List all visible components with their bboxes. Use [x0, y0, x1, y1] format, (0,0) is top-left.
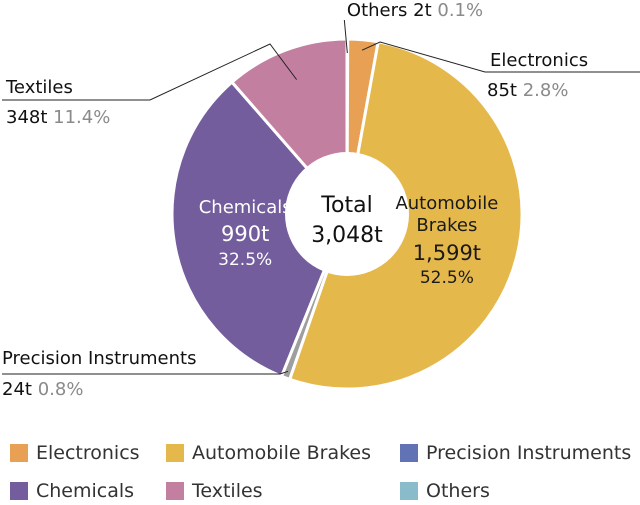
- legend-label-textiles: Textiles: [192, 480, 263, 502]
- callout-value-textiles: 348t: [6, 107, 47, 128]
- chart-legend: Electronics Automobile Brakes Precision In…: [0, 436, 640, 502]
- leader-line-electronics: [361, 41, 640, 73]
- legend-swatch-others: [400, 482, 418, 500]
- legend-item-chemicals: Chemicals: [10, 477, 134, 505]
- pie-slice-chemicals: [170, 80, 349, 378]
- legend-item-automobile-brakes: Automobile Brakes: [166, 439, 371, 467]
- callout-label-precision-instruments: Precision Instruments: [2, 348, 196, 369]
- callout-percent-electronics: 2.8%: [517, 80, 568, 101]
- legend-swatch-precision-instruments: [400, 444, 418, 462]
- leader-line-others: [343, 19, 348, 54]
- legend-swatch-textiles: [166, 482, 184, 500]
- legend-label-precision-instruments: Precision Instruments: [426, 442, 632, 464]
- legend-swatch-electronics: [10, 444, 28, 462]
- callout-value-electronics: 85t: [487, 80, 517, 101]
- legend-swatch-automobile-brakes: [166, 444, 184, 462]
- leader-line-precision-instruments: [2, 370, 289, 375]
- callout-label-others: Others: [347, 0, 408, 21]
- callout-values-electronics: 85t 2.8%: [487, 80, 568, 101]
- slice-label-automobile-brakes-line2: Brakes: [416, 215, 477, 236]
- slice-value-chemicals: 990t: [221, 222, 269, 246]
- center-total-title: Total: [320, 193, 372, 218]
- legend-item-precision-instruments: Precision Instruments: [400, 439, 631, 467]
- legend-item-electronics: Electronics: [10, 439, 140, 467]
- slice-label-chemicals: Chemicals: [199, 197, 292, 218]
- legend-item-textiles: Textiles: [166, 477, 263, 505]
- leader-line-textiles: [2, 43, 298, 101]
- callout-values-textiles: 348t 11.4%: [6, 107, 110, 128]
- legend-item-others: Others: [400, 477, 490, 505]
- callout-value-precision-instruments: 24t: [2, 379, 32, 400]
- legend-label-chemicals: Chemicals: [36, 480, 135, 502]
- slice-percent-chemicals: 32.5%: [218, 250, 272, 270]
- center-total-value: 3,048t: [311, 223, 383, 248]
- slice-percent-automobile-brakes: 52.5%: [420, 268, 474, 288]
- legend-label-electronics: Electronics: [36, 442, 140, 464]
- legend-swatch-chemicals: [10, 482, 28, 500]
- slice-value-automobile-brakes: 1,599t: [413, 241, 481, 265]
- callout-others: Others 2t 0.1%: [347, 0, 483, 21]
- callout-percent-precision-instruments: 0.8%: [32, 379, 83, 400]
- legend-label-automobile-brakes: Automobile Brakes: [192, 442, 371, 464]
- slice-label-automobile-brakes: Automobile: [395, 193, 498, 214]
- callout-percent-others: 0.1%: [432, 0, 483, 21]
- callout-percent-textiles: 11.4%: [47, 107, 110, 128]
- legend-label-others: Others: [426, 480, 490, 502]
- callout-values-precision-instruments: 24t 0.8%: [2, 379, 83, 400]
- donut-hole: [285, 152, 409, 276]
- callout-value-others: 2t: [407, 0, 431, 21]
- callout-label-textiles: Textiles: [5, 77, 73, 98]
- callout-label-electronics: Electronics: [490, 50, 588, 71]
